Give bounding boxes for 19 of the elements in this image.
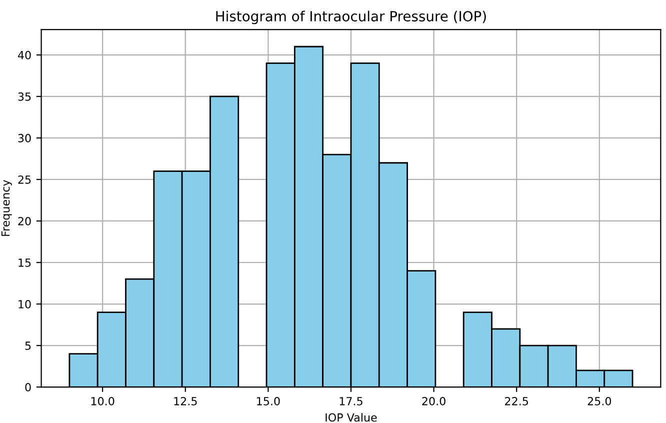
x-tick-label: 20.0: [422, 396, 446, 406]
x-tick-label: 17.5: [340, 397, 362, 406]
x-tick-label: 10.0: [91, 396, 114, 406]
y-tick-label: 5: [25, 342, 31, 350]
chart-title: Histogram of Intraocular Pressure (IOP): [216, 10, 486, 24]
y-tick-label: 10: [18, 300, 31, 308]
x-tick-label: 12.5: [174, 396, 197, 406]
y-tick-label: 20: [18, 216, 31, 226]
y-tick-label: 35: [18, 92, 31, 101]
x-tick-label: 22.5: [505, 396, 528, 406]
y-tick-label: 25: [18, 175, 31, 184]
x-tick-label: 15.0: [257, 396, 280, 406]
y-tick-label: 40: [18, 50, 31, 60]
y-tick-label: 30: [18, 134, 31, 142]
y-tick-label: 15: [18, 258, 31, 267]
x-tick-label: 25.0: [588, 396, 612, 406]
y-tick-label: 0: [25, 383, 31, 392]
x-axis-title: IOP Value: [326, 413, 377, 422]
y-axis-title: Frequency: [1, 180, 12, 236]
